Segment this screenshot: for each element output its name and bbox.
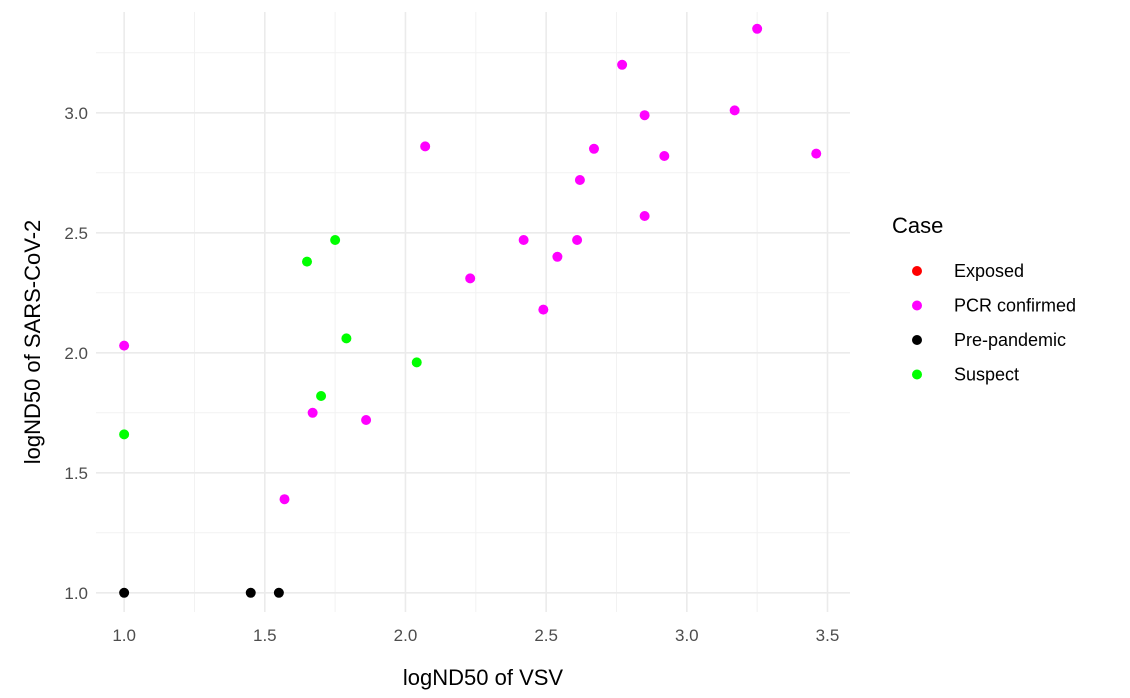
data-point bbox=[465, 273, 476, 284]
data-point bbox=[361, 415, 372, 425]
y-tick-labels: 1.0 1.5 2.0 2.5 3.0 bbox=[64, 104, 88, 603]
data-point bbox=[341, 333, 352, 344]
x-tick-labels: 1.0 1.5 2.0 2.5 3.0 3.5 bbox=[112, 626, 839, 645]
legend: Case Exposed PCR confirmed Pre-pandemic Sus… bbox=[892, 213, 1076, 385]
minor-gridlines bbox=[96, 12, 850, 612]
x-tick-label: 3.0 bbox=[675, 626, 699, 645]
data-point bbox=[659, 151, 670, 161]
data-point bbox=[639, 211, 650, 221]
y-tick-label: 1.5 bbox=[64, 464, 88, 483]
data-point bbox=[420, 141, 431, 152]
data-points bbox=[119, 23, 822, 598]
data-point bbox=[538, 304, 549, 315]
legend-title: Case bbox=[892, 213, 943, 238]
data-point bbox=[316, 391, 327, 401]
x-tick-label: 1.5 bbox=[253, 626, 277, 645]
data-point bbox=[552, 251, 563, 262]
data-point bbox=[617, 59, 628, 70]
legend-label: Exposed bbox=[954, 261, 1024, 281]
data-point bbox=[411, 357, 422, 368]
data-point bbox=[811, 148, 822, 159]
x-tick-label: 3.5 bbox=[816, 626, 840, 645]
legend-label: PCR confirmed bbox=[954, 296, 1076, 316]
legend-key bbox=[912, 369, 922, 380]
data-point bbox=[518, 235, 529, 245]
y-tick-label: 2.5 bbox=[64, 224, 88, 243]
legend-key bbox=[912, 266, 922, 276]
data-point bbox=[119, 587, 130, 598]
major-gridlines bbox=[96, 12, 850, 612]
x-tick-label: 1.0 bbox=[112, 626, 136, 645]
y-tick-label: 2.0 bbox=[64, 344, 88, 363]
data-point bbox=[588, 143, 599, 154]
x-tick-label: 2.0 bbox=[394, 626, 418, 645]
y-tick-label: 3.0 bbox=[64, 104, 88, 123]
data-point bbox=[729, 105, 740, 116]
data-point bbox=[279, 494, 290, 505]
data-point bbox=[273, 587, 284, 598]
data-point bbox=[119, 340, 130, 351]
legend-label: Pre-pandemic bbox=[954, 330, 1066, 350]
legend-key bbox=[912, 300, 922, 311]
data-point bbox=[752, 23, 763, 34]
y-axis-title: logND50 of SARS-CoV-2 bbox=[20, 220, 45, 465]
data-point bbox=[245, 587, 256, 598]
legend-key bbox=[912, 335, 922, 345]
data-point bbox=[307, 407, 318, 418]
y-tick-label: 1.0 bbox=[64, 584, 88, 603]
data-point bbox=[639, 110, 650, 121]
legend-label: Suspect bbox=[954, 365, 1019, 385]
data-point bbox=[574, 175, 585, 185]
data-point bbox=[302, 256, 313, 267]
data-point bbox=[330, 235, 341, 245]
x-tick-label: 2.5 bbox=[534, 626, 558, 645]
x-axis-title: logND50 of VSV bbox=[403, 665, 564, 690]
data-point bbox=[572, 235, 583, 245]
data-point bbox=[119, 429, 130, 440]
